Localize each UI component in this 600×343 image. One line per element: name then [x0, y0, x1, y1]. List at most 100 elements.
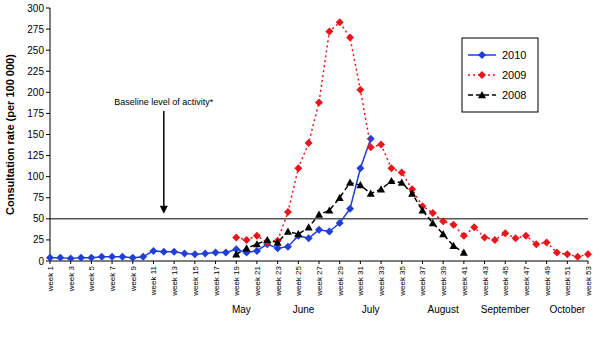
data-point	[336, 219, 344, 227]
y-tick	[46, 176, 50, 177]
data-point	[346, 205, 354, 213]
data-point	[98, 253, 106, 261]
x-tick	[546, 261, 547, 264]
y-tick-label: 300	[27, 3, 44, 14]
x-tick-label: week 39	[439, 265, 448, 296]
data-point	[439, 217, 447, 225]
plot-area	[46, 18, 592, 261]
data-point	[201, 249, 209, 257]
legend-label: 2009	[502, 69, 526, 81]
data-point	[149, 247, 157, 255]
x-tick	[112, 261, 113, 264]
x-tick-label: week 35	[398, 265, 407, 296]
x-tick-label: week 45	[501, 265, 510, 296]
data-point	[253, 240, 261, 247]
data-point	[346, 34, 354, 42]
x-tick-label: week 17	[212, 265, 221, 296]
legend: 201020092008	[462, 38, 538, 112]
x-tick-label: week 5	[87, 265, 96, 292]
legend-marker	[478, 91, 486, 98]
data-point	[315, 211, 323, 218]
x-tick-label: week 41	[460, 265, 469, 296]
data-point	[491, 236, 499, 244]
x-tick-label: week 31	[356, 265, 365, 296]
data-point	[315, 226, 323, 234]
x-tick	[463, 261, 464, 264]
data-point	[294, 164, 302, 172]
data-point	[336, 194, 344, 201]
x-tick	[194, 261, 195, 264]
data-point	[377, 185, 385, 192]
data-point	[512, 234, 520, 242]
data-point	[56, 254, 64, 261]
arrow-shaft	[163, 111, 165, 208]
data-point	[356, 86, 364, 94]
x-tick-label: week 25	[294, 265, 303, 296]
data-point	[408, 190, 416, 197]
data-point	[170, 248, 178, 256]
data-point	[284, 208, 292, 216]
y-tick-label: 0	[38, 256, 44, 267]
x-tick	[422, 261, 423, 264]
x-tick	[401, 261, 402, 264]
x-tick	[443, 261, 444, 264]
data-point	[356, 164, 364, 172]
month-label: August	[428, 304, 459, 315]
data-point	[553, 249, 561, 257]
series-line	[50, 139, 371, 259]
y-tick	[46, 134, 50, 135]
y-tick	[46, 239, 50, 240]
annotation: Baseline level of activity*	[114, 97, 214, 107]
data-point	[118, 253, 126, 261]
data-point	[574, 253, 582, 261]
y-tick-label: 275	[27, 24, 44, 35]
y-tick	[46, 50, 50, 51]
y-tick	[46, 113, 50, 114]
data-point	[67, 254, 75, 261]
data-point	[253, 247, 261, 255]
data-point	[460, 232, 468, 240]
chart: 0255075100125150175200225250275300week 1…	[0, 0, 600, 343]
x-tick	[360, 261, 361, 264]
month-label: September	[481, 304, 531, 315]
data-point	[284, 243, 292, 251]
data-point	[336, 18, 344, 26]
legend-marker	[478, 51, 486, 59]
y-tick	[46, 71, 50, 72]
y-tick	[46, 218, 50, 219]
data-point	[481, 233, 489, 241]
x-tick-label: week 47	[522, 265, 531, 296]
x-tick	[277, 261, 278, 264]
x-tick-label: week 11	[149, 265, 158, 296]
month-label: October	[550, 304, 586, 315]
x-tick-label: week 3	[67, 265, 76, 292]
data-point	[284, 227, 292, 234]
data-point	[160, 248, 168, 256]
data-point	[346, 179, 354, 186]
x-tick	[319, 261, 320, 264]
y-tick-label: 100	[27, 171, 44, 182]
data-point	[367, 135, 375, 143]
data-point	[418, 206, 426, 213]
data-point	[563, 250, 571, 258]
y-tick-label: 150	[27, 129, 44, 140]
data-point	[108, 253, 116, 261]
data-point	[377, 141, 385, 149]
x-tick	[339, 261, 340, 264]
data-point	[263, 236, 271, 243]
data-point	[243, 244, 251, 251]
x-tick	[236, 261, 237, 264]
data-point	[367, 190, 375, 197]
x-tick-label: week 37	[418, 265, 427, 296]
data-point	[470, 223, 478, 231]
y-tick-label: 225	[27, 66, 44, 77]
x-tick-label: week 51	[563, 265, 572, 296]
data-point	[367, 143, 375, 151]
data-point	[87, 254, 95, 261]
legend-marker	[478, 71, 486, 79]
y-tick-label: 200	[27, 87, 44, 98]
series-line	[236, 22, 588, 256]
data-point	[315, 98, 323, 106]
data-point	[450, 242, 458, 249]
y-tick	[46, 29, 50, 30]
